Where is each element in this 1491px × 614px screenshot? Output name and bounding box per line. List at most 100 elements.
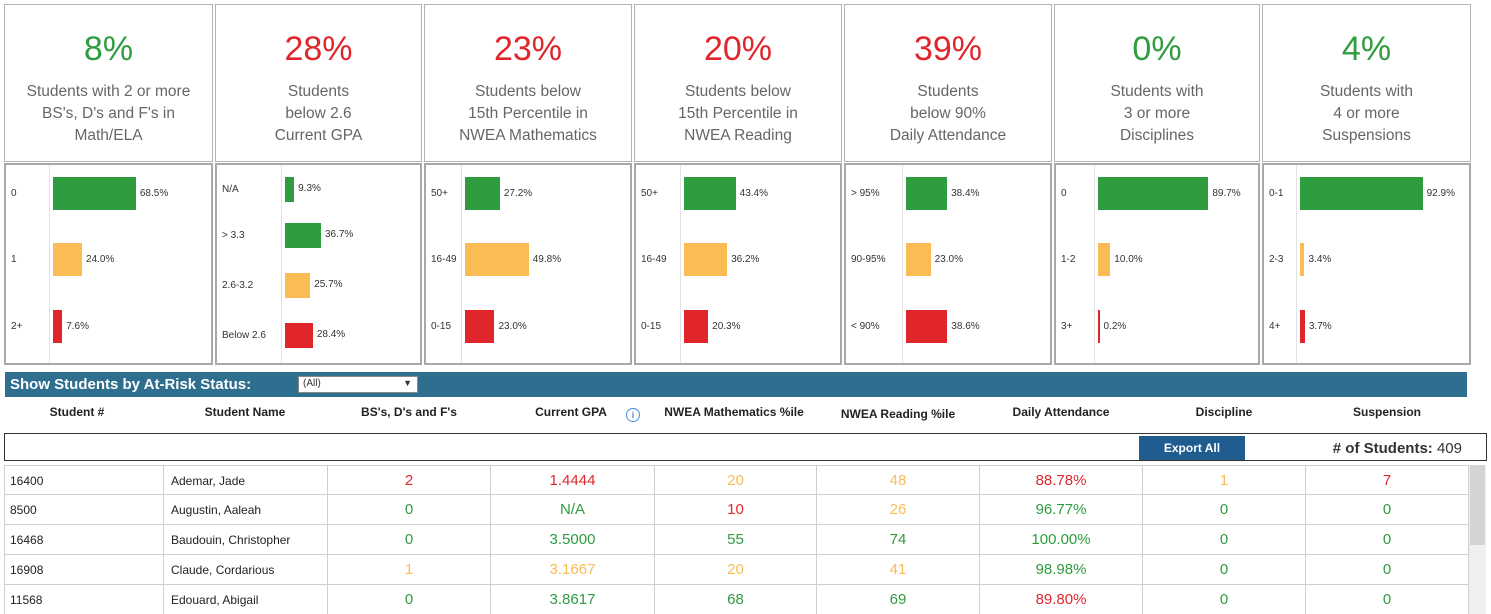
table-row[interactable]: 16400 Ademar, Jade 2 1.4444 20 48 88.78% 1 7 — [4, 465, 1469, 495]
kpi-percent: 28% — [284, 30, 353, 68]
kpi-label-line: 3 or more — [1123, 105, 1191, 122]
column-header[interactable]: Student # — [49, 405, 105, 419]
kpi-label-line: Students — [917, 83, 979, 100]
kpi-percent: 20% — [703, 30, 773, 68]
kpi-label-line: below 90% — [910, 105, 986, 122]
metric-cell: 10 — [655, 495, 817, 525]
kpi-label: Students with 2 or more BS's, D's and F's… — [5, 81, 212, 147]
axis-line — [1296, 165, 1297, 363]
bar[interactable] — [285, 323, 313, 348]
metric-cell: 0 — [328, 525, 491, 555]
bar-chart-panel: 0-1 92.9% 2-3 3.4% 4+ 3.7% — [1262, 163, 1471, 365]
bar-value-label: 23.0% — [498, 320, 527, 332]
bar[interactable] — [906, 310, 948, 343]
bar[interactable] — [684, 243, 728, 276]
metric-cell: 1 — [328, 555, 491, 585]
bar-chart-panel: 50+ 43.4% 16-49 36.2% 0-15 20.3% — [634, 163, 842, 365]
metric-cell: 100.00% — [980, 525, 1143, 555]
bar[interactable] — [1098, 310, 1100, 343]
axis-line — [680, 165, 681, 363]
metric-cell: 69 — [817, 585, 980, 614]
bar-category-label: > 95% — [851, 187, 880, 199]
column-header[interactable]: NWEA Reading %ile — [840, 407, 956, 421]
bar-value-label: 9.3% — [298, 183, 321, 194]
bar-category-label: 0-15 — [641, 320, 662, 332]
bar-category-label: < 90% — [851, 320, 880, 332]
metric-cell: 48 — [817, 465, 980, 495]
kpi-label-line: 15th Percentile in — [678, 105, 798, 122]
table-row[interactable]: 11568 Edouard, Abigail 0 3.8617 68 69 89.80% 0 0 — [4, 585, 1469, 614]
metric-cell: 0 — [1143, 585, 1306, 614]
kpi-card: 28% Students below 2.6 Current GPA — [215, 4, 422, 162]
bar-value-label: 28.4% — [316, 329, 346, 340]
student-name-cell: Baudouin, Christopher — [164, 525, 328, 555]
student-name-cell: Ademar, Jade — [164, 465, 328, 495]
bar-value-label: 3.4% — [1308, 253, 1332, 265]
kpi-percent: 39% — [913, 30, 983, 68]
metric-cell: 3.5000 — [491, 525, 655, 555]
bar[interactable] — [53, 177, 136, 210]
column-header[interactable]: Student Name — [204, 405, 286, 419]
bar[interactable] — [53, 243, 83, 276]
kpi-label-line: 4 or more — [1333, 105, 1400, 122]
metric-cell: 0 — [1306, 555, 1469, 585]
table-row[interactable]: 8500 Augustin, Aaleah 0 N/A 10 26 96.77% 0 0 — [4, 495, 1469, 525]
table-row[interactable]: 16468 Baudouin, Christopher 0 3.5000 55 74 100… — [4, 525, 1469, 555]
bar[interactable] — [465, 243, 529, 276]
kpi-label: Students below 90% Daily Attendance — [845, 81, 1051, 147]
kpi-card: 8% Students with 2 or more BS's, D's and F… — [4, 4, 213, 162]
kpi-card: 39% Students below 90% Daily Attendance — [844, 4, 1052, 162]
column-header[interactable]: Suspension — [1352, 405, 1422, 419]
table-scrollbar[interactable] — [1469, 465, 1486, 614]
bar[interactable] — [1300, 177, 1423, 210]
bar[interactable] — [684, 177, 736, 210]
bar[interactable] — [285, 273, 311, 298]
kpi-percent: 8% — [83, 30, 134, 68]
kpi-card: 20% Students below 15th Percentile in NWEA … — [634, 4, 842, 162]
bar[interactable] — [1098, 243, 1111, 276]
metric-cell: 0 — [1143, 525, 1306, 555]
bar[interactable] — [285, 223, 321, 248]
kpi-percent: 23% — [493, 30, 563, 68]
kpi-label: Students with 4 or more Suspensions — [1263, 81, 1470, 147]
kpi-percent: 4% — [1341, 30, 1392, 68]
bar[interactable] — [1300, 310, 1305, 343]
metric-cell: 0 — [328, 585, 491, 614]
metric-cell: 88.78% — [980, 465, 1143, 495]
bar[interactable] — [906, 243, 931, 276]
column-header[interactable]: Daily Attendance — [1012, 405, 1110, 419]
kpi-label-line: Students — [287, 83, 350, 100]
bar[interactable] — [684, 310, 709, 343]
axis-line — [1094, 165, 1095, 363]
export-all-button[interactable]: Export All — [1139, 436, 1245, 460]
kpi-label-line: Students with 2 or more — [26, 83, 191, 100]
bar-value-label: 36.2% — [731, 253, 760, 265]
bar[interactable] — [465, 177, 500, 210]
column-header[interactable]: NWEA Mathematics %ile — [664, 405, 804, 419]
bar[interactable] — [285, 177, 295, 202]
kpi-label: Students with 3 or more Disciplines — [1055, 81, 1259, 147]
kpi-card: 0% Students with 3 or more Disciplines — [1054, 4, 1260, 162]
axis-line — [281, 165, 282, 363]
student-number-cell: 16468 — [4, 525, 164, 555]
bar[interactable] — [1098, 177, 1209, 210]
at-risk-status-select[interactable]: (All) ▼ — [298, 376, 418, 393]
table-row[interactable]: 16908 Claude, Cordarious 1 3.1667 20 41 98.98%… — [4, 555, 1469, 585]
bar-category-label: Below 2.6 — [222, 329, 266, 341]
bar-value-label: 0.2% — [1103, 320, 1127, 332]
metric-cell: 2 — [328, 465, 491, 495]
kpi-label-line: 15th Percentile in — [468, 105, 588, 122]
kpi-label-line: Disciplines — [1119, 127, 1195, 144]
column-header[interactable]: Current GPA — [535, 405, 607, 419]
axis-line — [49, 165, 50, 363]
metric-cell: 1.4444 — [491, 465, 655, 495]
bar[interactable] — [1300, 243, 1305, 276]
scrollbar-thumb[interactable] — [1470, 465, 1485, 545]
column-header[interactable]: Discipline — [1195, 405, 1253, 419]
bar[interactable] — [906, 177, 948, 210]
bar[interactable] — [53, 310, 63, 343]
column-header[interactable]: BS's, D's and F's — [361, 405, 457, 419]
bar-category-label: 16-49 — [641, 253, 667, 265]
info-icon[interactable]: i — [626, 408, 640, 422]
bar[interactable] — [465, 310, 495, 343]
